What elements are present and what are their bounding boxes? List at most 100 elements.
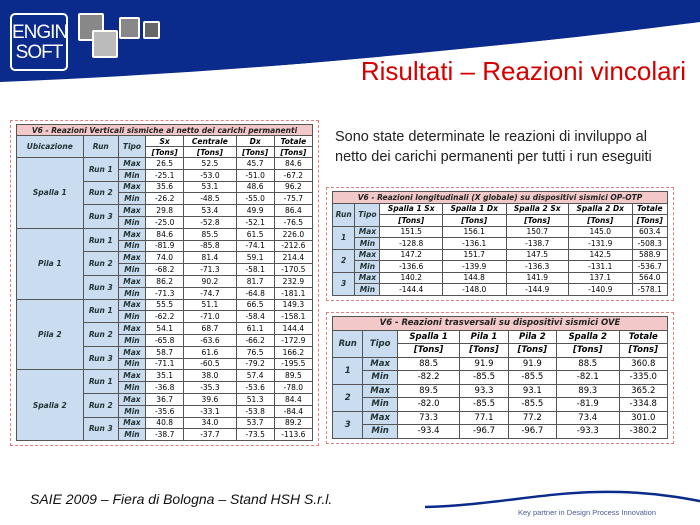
column-header: Run <box>331 202 356 227</box>
value-cell: -144.4 <box>379 283 443 296</box>
column-header: Spalla 2 <box>555 329 620 344</box>
value-cell: 51.3 <box>235 392 275 406</box>
value-cell: 149.3 <box>273 298 314 312</box>
type-label: Min <box>354 260 381 273</box>
value-cell: 34.0 <box>183 416 237 430</box>
value-cell: -79.2 <box>235 357 275 371</box>
table-row: Min -65.8 -63.6 -66.2 -172.9 <box>17 333 314 347</box>
type-label: Max <box>362 383 398 398</box>
run-label: 2 <box>331 383 364 412</box>
run-label: Run 2 <box>82 180 119 206</box>
value-cell: -85.5 <box>507 370 557 385</box>
type-label: Max <box>117 369 147 383</box>
value-cell: 81.7 <box>235 274 275 288</box>
run-label: 3 <box>331 271 356 296</box>
column-header: Ubicazione <box>16 135 84 158</box>
type-label: Max <box>117 345 147 359</box>
value-cell: 86.2 <box>145 274 185 288</box>
value-cell: 93.1 <box>507 383 557 398</box>
type-label: Max <box>117 251 147 265</box>
value-cell: 81.4 <box>183 251 237 265</box>
table-title: V6 - Reazioni Verticali sismiche al nett… <box>16 124 313 136</box>
value-cell: 73.4 <box>555 410 620 425</box>
value-cell: -38.7 <box>145 428 185 442</box>
type-label: Min <box>362 370 398 385</box>
value-cell: -131.1 <box>567 260 633 273</box>
table-row: Min -93.4 -96.7 -96.7 -93.3 -380.2 <box>333 424 669 439</box>
value-cell: 151.5 <box>379 225 443 238</box>
table-row: Min -82.2 -85.5 -85.5 -82.1 -335.0 <box>333 370 669 385</box>
table-row: 3 Max 73.3 77.1 77.2 73.4 301.0 <box>331 410 669 439</box>
value-cell: -85.8 <box>183 239 237 253</box>
value-cell: -85.5 <box>507 397 557 412</box>
value-cell: 166.2 <box>273 345 314 359</box>
type-label: Min <box>117 310 147 324</box>
value-cell: 96.2 <box>273 180 314 194</box>
type-label: Min <box>117 215 147 229</box>
unit-header: [Tons] <box>441 214 507 227</box>
type-label: Min <box>117 192 147 206</box>
value-cell: -508.3 <box>631 237 669 250</box>
column-header: Centrale <box>183 135 237 147</box>
value-cell: -64.8 <box>235 286 275 300</box>
type-label: Max <box>117 274 147 288</box>
column-header: Spalla 1 <box>396 329 461 344</box>
location-label: Pila 1 <box>16 227 84 300</box>
value-cell: 59.1 <box>235 251 275 265</box>
type-label: Min <box>117 263 147 276</box>
value-cell: -74.7 <box>183 286 237 300</box>
type-label: Max <box>117 392 147 406</box>
value-cell: 147.2 <box>379 248 443 261</box>
type-label: Min <box>117 168 147 182</box>
type-label: Min <box>117 357 147 371</box>
column-header: Spalla 2 Dx <box>567 202 633 215</box>
value-cell: 77.1 <box>459 410 509 425</box>
table-row: Min -128.8 -136.1 -138.7 -131.9 -508.3 <box>333 237 669 250</box>
value-cell: -84.4 <box>273 404 314 418</box>
value-cell: 603.4 <box>631 225 669 238</box>
value-cell: -82.2 <box>396 370 461 385</box>
table-row: Min -38.7 -37.7 -73.5 -113.6 <box>17 428 314 442</box>
value-cell: -71.3 <box>145 286 185 300</box>
value-cell: 66.5 <box>235 298 275 312</box>
value-cell: -67.2 <box>273 168 314 182</box>
value-cell: 52.5 <box>183 157 237 170</box>
run-label: 1 <box>331 356 364 385</box>
value-cell: -334.8 <box>618 397 669 412</box>
value-cell: 53.7 <box>235 416 275 430</box>
value-cell: 142.5 <box>567 248 633 261</box>
table-row: Min -71.1 -60.5 -79.2 -195.5 <box>17 357 314 371</box>
table-row: Run 3 Max 29.8 53.4 49.9 86.4 <box>17 204 314 229</box>
value-cell: 151.7 <box>441 248 507 261</box>
description-text: Sono state determinate le reazioni di in… <box>335 129 652 165</box>
value-cell: 55.5 <box>145 298 185 312</box>
transverse-reactions-table: V6 - Reazioni trasversali su dispositivi… <box>331 316 669 439</box>
table-title: V6 - Reazioni longitudinali (X globale) … <box>332 191 668 204</box>
type-label: Max <box>117 157 147 170</box>
unit-header: [Tons] <box>183 146 237 158</box>
value-cell: 61.5 <box>235 227 275 241</box>
value-cell: 564.0 <box>631 271 669 284</box>
type-label: Max <box>117 227 147 241</box>
run-label: Run 2 <box>82 392 119 418</box>
value-cell: 93.3 <box>459 383 509 398</box>
run-label: 2 <box>331 248 356 273</box>
table-row: 2 Max 89.5 93.3 93.1 89.3 365.2 <box>331 383 669 412</box>
value-cell: 144.4 <box>273 322 314 335</box>
value-cell: 45.7 <box>235 157 275 170</box>
page-title: Risultati – Reazioni vincolari <box>360 56 686 86</box>
transverse-reactions-panel: V6 - Reazioni trasversali su dispositivi… <box>326 312 674 444</box>
value-cell: 301.0 <box>618 410 669 425</box>
value-cell: 88.5 <box>555 356 620 371</box>
location-label: Spalla 1 <box>16 157 84 229</box>
run-label: Run 3 <box>82 204 119 229</box>
value-cell: -35.3 <box>183 381 237 394</box>
type-label: Max <box>354 271 381 284</box>
value-cell: -96.7 <box>459 424 509 439</box>
value-cell: 86.4 <box>273 204 314 217</box>
table-row: Min -26.2 -48.5 -55.0 -75.7 <box>17 192 314 206</box>
table-row: Min -68.2 -71.3 -58.1 -170.5 <box>17 263 314 276</box>
type-label: Max <box>117 322 147 335</box>
column-header: Tipo <box>362 329 398 358</box>
table-row: Spalla 1 Run 1 Max 26.5 52.5 45.7 84.6 <box>16 157 314 229</box>
